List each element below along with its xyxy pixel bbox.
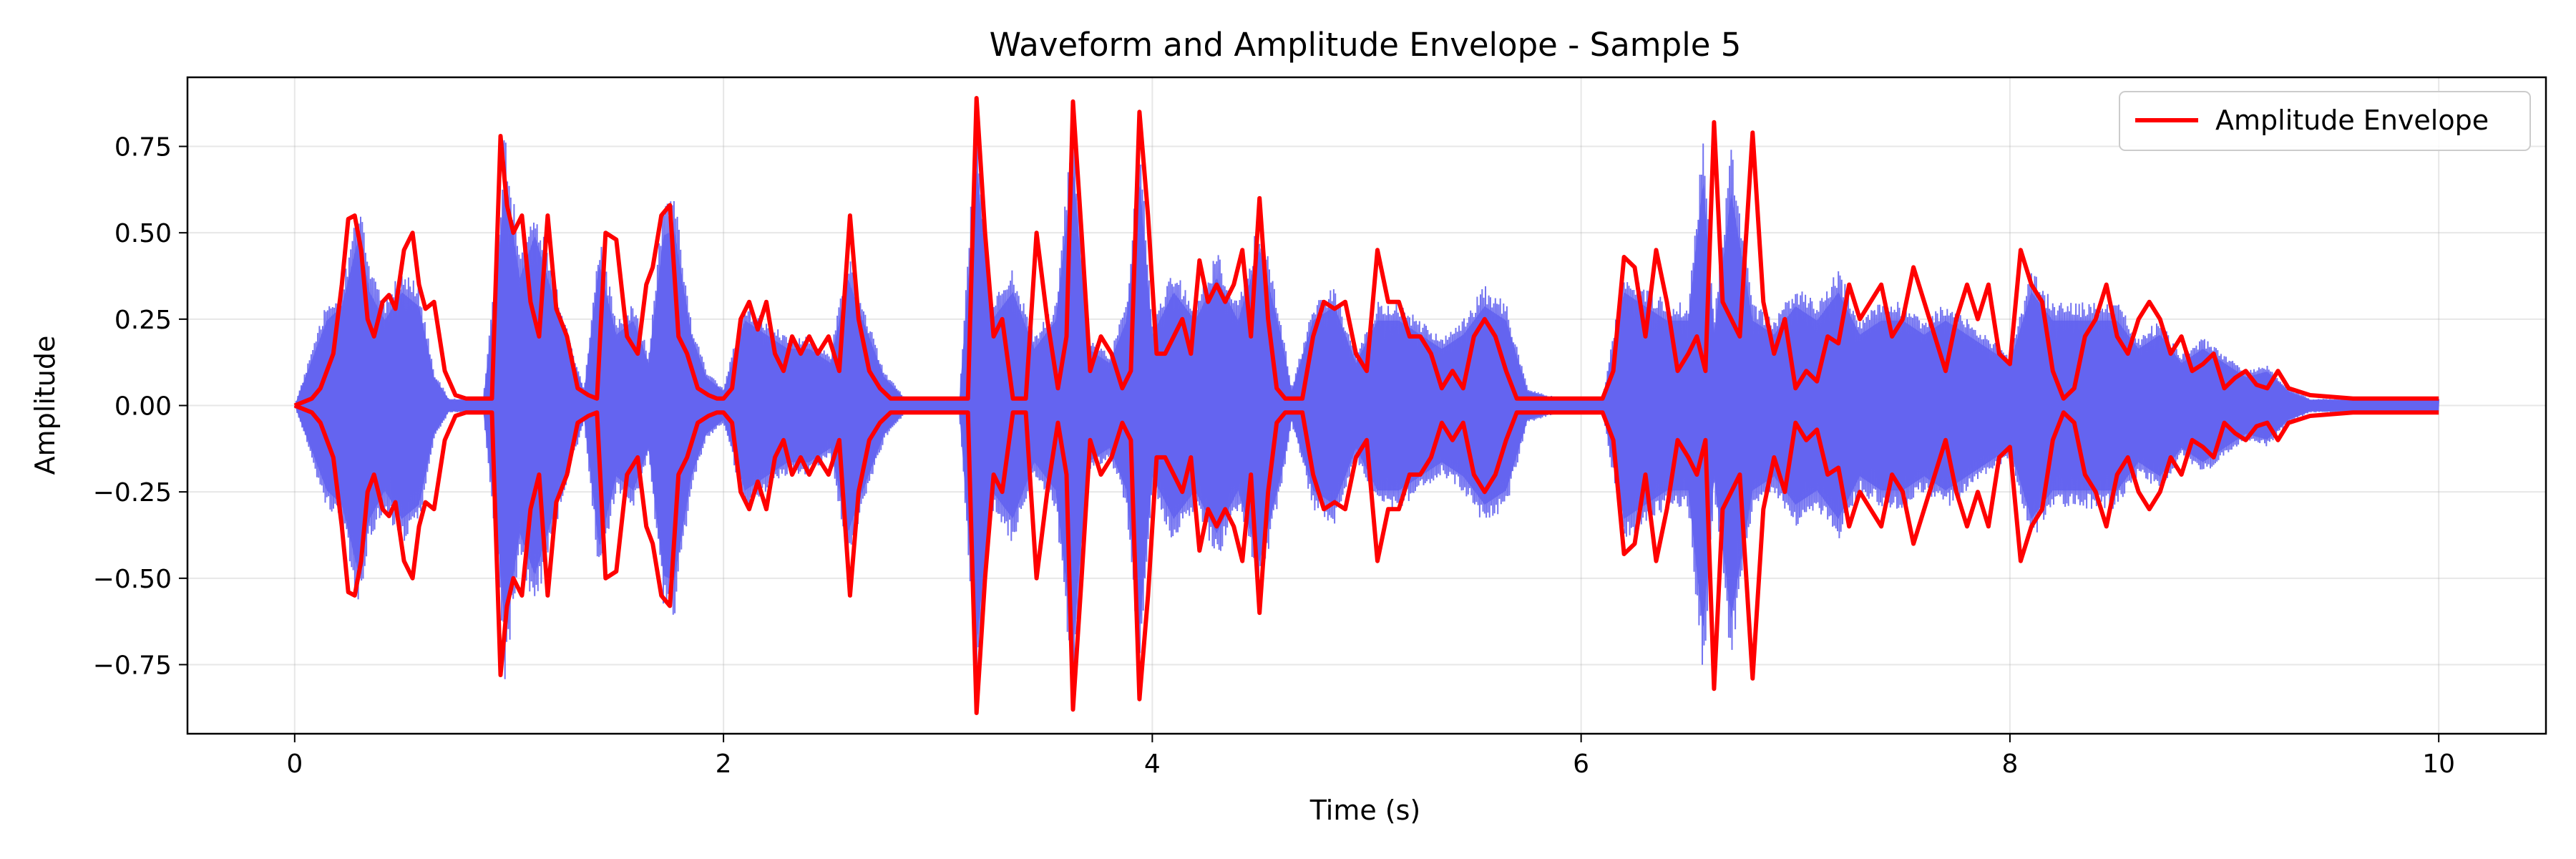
legend-box bbox=[2119, 91, 2531, 151]
y-tick-label: 0.00 bbox=[114, 392, 172, 422]
y-tick-label: 0.75 bbox=[114, 133, 172, 162]
waveform-oscillation bbox=[293, 140, 2440, 694]
x-axis-label: Time (s) bbox=[1309, 795, 1421, 826]
x-tick-label: 8 bbox=[2001, 749, 2018, 779]
x-tick-label: 2 bbox=[716, 749, 732, 779]
x-tick-label: 10 bbox=[2422, 749, 2455, 779]
x-tick-label: 4 bbox=[1144, 749, 1161, 779]
x-tick-label: 6 bbox=[1573, 749, 1589, 779]
y-tick-label: −0.25 bbox=[93, 478, 172, 508]
y-axis-label: Amplitude bbox=[29, 336, 61, 475]
legend: Amplitude Envelope bbox=[2119, 91, 2531, 151]
y-tick-label: 0.25 bbox=[114, 306, 172, 335]
envelope-line-lower bbox=[293, 403, 2439, 715]
waveform-trace bbox=[293, 140, 2440, 694]
x-tick-label: 0 bbox=[286, 749, 303, 779]
y-tick-label: −0.75 bbox=[93, 651, 172, 680]
y-tick-label: −0.50 bbox=[93, 565, 172, 594]
chart-title: Waveform and Amplitude Envelope - Sample… bbox=[990, 26, 1742, 64]
plot-area bbox=[293, 96, 2440, 715]
y-tick-label: 0.50 bbox=[114, 219, 172, 248]
y-axis: 0.75 0.50 0.25 0.00 −0.25 −0.50 −0.75 bbox=[93, 133, 187, 680]
envelope-line-upper bbox=[293, 96, 2439, 408]
legend-label-envelope: Amplitude Envelope bbox=[2215, 105, 2489, 136]
x-axis: 0 2 4 6 8 10 bbox=[286, 734, 2455, 779]
